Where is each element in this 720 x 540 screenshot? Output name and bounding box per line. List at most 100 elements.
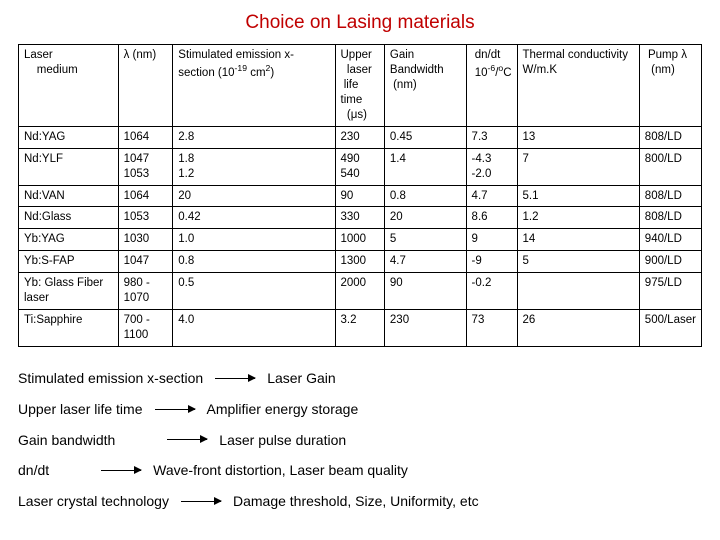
col-stimulated: Stimulated emission x-section (10-19 cm2… <box>173 45 335 127</box>
table-cell: 940/LD <box>639 229 701 251</box>
table-cell: 9 <box>466 229 517 251</box>
col-pump: Pump λ (nm) <box>639 45 701 127</box>
table-cell: 10471053 <box>118 148 173 185</box>
col-upper-laser: Upper laser life time (μs) <box>335 45 384 127</box>
table-cell: 1.0 <box>173 229 335 251</box>
table-cell: 0.5 <box>173 273 335 310</box>
table-cell: -9 <box>466 251 517 273</box>
note-row: Stimulated emission x-section Laser Gain <box>18 363 702 394</box>
note-row: Upper laser life time Amplifier energy s… <box>18 394 702 425</box>
table-cell: Yb:S-FAP <box>19 251 119 273</box>
table-cell: 808/LD <box>639 126 701 148</box>
col-laser-medium: Laser medium <box>19 45 119 127</box>
table-cell: 4.7 <box>384 251 466 273</box>
col-gain: Gain Bandwidth (nm) <box>384 45 466 127</box>
table-cell: 1030 <box>118 229 173 251</box>
table-row: Nd:YLF104710531.81.24905401.4-4.3-2.0780… <box>19 148 702 185</box>
table-cell: -0.2 <box>466 273 517 310</box>
arrow-icon <box>215 378 255 379</box>
table-cell: -4.3-2.0 <box>466 148 517 185</box>
table-cell: 230 <box>384 310 466 347</box>
table-row: Nd:VAN106420900.84.75.1808/LD <box>19 185 702 207</box>
note-label: Gain bandwidth <box>18 425 115 456</box>
table-cell: 5 <box>517 251 639 273</box>
col-lambda: λ (nm) <box>118 45 173 127</box>
table-cell: 7.3 <box>466 126 517 148</box>
arrow-icon <box>181 501 221 502</box>
note-label: Laser crystal technology <box>18 486 169 517</box>
table-row: Nd:Glass10530.42330208.61.2808/LD <box>19 207 702 229</box>
table-row: Yb:S-FAP10470.813004.7-95900/LD <box>19 251 702 273</box>
table-cell: 700 - 1100 <box>118 310 173 347</box>
note-row: dn/dt Wave-front distortion, Laser beam … <box>18 455 702 486</box>
table-cell: 1.2 <box>517 207 639 229</box>
table-row: Yb: Glass Fiber laser980 - 10700.5200090… <box>19 273 702 310</box>
table-cell: 20 <box>384 207 466 229</box>
table-cell: 808/LD <box>639 185 701 207</box>
table-cell: 1053 <box>118 207 173 229</box>
table-cell: 808/LD <box>639 207 701 229</box>
table-cell: 975/LD <box>639 273 701 310</box>
table-header-row: Laser medium λ (nm) Stimulated emission … <box>19 45 702 127</box>
table-cell: Nd:Glass <box>19 207 119 229</box>
table-cell: 1064 <box>118 126 173 148</box>
col-thermal: Thermal conductivity W/m.K <box>517 45 639 127</box>
table-cell <box>517 273 639 310</box>
table-cell: Ti:Sapphire <box>19 310 119 347</box>
table-cell: 1000 <box>335 229 384 251</box>
table-cell: 90 <box>384 273 466 310</box>
table-cell: Yb: Glass Fiber laser <box>19 273 119 310</box>
table-cell: 20 <box>173 185 335 207</box>
note-row: Gain bandwidth Laser pulse duration <box>18 425 702 456</box>
notes-section: Stimulated emission x-section Laser Gain… <box>18 363 702 517</box>
table-cell: 500/Laser <box>639 310 701 347</box>
col-dndt: dn/dt 10-6/oC <box>466 45 517 127</box>
table-cell: 330 <box>335 207 384 229</box>
table-cell: Nd:YLF <box>19 148 119 185</box>
table-cell: 900/LD <box>639 251 701 273</box>
note-label: Upper laser life time <box>18 394 143 425</box>
table-cell: 2000 <box>335 273 384 310</box>
note-value: Wave-front distortion, Laser beam qualit… <box>153 455 408 486</box>
note-value: Amplifier energy storage <box>207 394 359 425</box>
arrow-icon <box>167 439 207 440</box>
table-cell: 4.7 <box>466 185 517 207</box>
arrow-icon <box>155 409 195 410</box>
table-cell: 0.8 <box>384 185 466 207</box>
table-cell: 5.1 <box>517 185 639 207</box>
table-cell: 0.45 <box>384 126 466 148</box>
table-cell: 2.8 <box>173 126 335 148</box>
table-cell: 490540 <box>335 148 384 185</box>
table-cell: 1.4 <box>384 148 466 185</box>
note-row: Laser crystal technology Damage threshol… <box>18 486 702 517</box>
table-cell: 0.8 <box>173 251 335 273</box>
table-cell: Yb:YAG <box>19 229 119 251</box>
table-cell: 1.81.2 <box>173 148 335 185</box>
table-row: Nd:YAG10642.82300.457.313808/LD <box>19 126 702 148</box>
table-row: Ti:Sapphire700 - 11004.03.22307326500/La… <box>19 310 702 347</box>
table-cell: 7 <box>517 148 639 185</box>
materials-table: Laser medium λ (nm) Stimulated emission … <box>18 44 702 347</box>
table-cell: 8.6 <box>466 207 517 229</box>
note-value: Damage threshold, Size, Uniformity, etc <box>233 486 479 517</box>
note-value: Laser Gain <box>267 363 335 394</box>
arrow-icon <box>101 470 141 471</box>
table-cell: 0.42 <box>173 207 335 229</box>
table-cell: 14 <box>517 229 639 251</box>
note-label: Stimulated emission x-section <box>18 363 203 394</box>
table-cell: 1047 <box>118 251 173 273</box>
page-title: Choice on Lasing materials <box>18 12 702 34</box>
table-cell: 230 <box>335 126 384 148</box>
table-cell: 1300 <box>335 251 384 273</box>
table-cell: 4.0 <box>173 310 335 347</box>
table-cell: 26 <box>517 310 639 347</box>
table-cell: 13 <box>517 126 639 148</box>
table-cell: 73 <box>466 310 517 347</box>
note-label: dn/dt <box>18 455 49 486</box>
table-cell: Nd:VAN <box>19 185 119 207</box>
table-cell: 1064 <box>118 185 173 207</box>
table-cell: 90 <box>335 185 384 207</box>
table-cell: 5 <box>384 229 466 251</box>
note-value: Laser pulse duration <box>219 425 346 456</box>
table-row: Yb:YAG10301.010005914940/LD <box>19 229 702 251</box>
